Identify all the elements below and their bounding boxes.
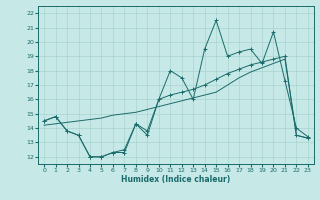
X-axis label: Humidex (Indice chaleur): Humidex (Indice chaleur) (121, 175, 231, 184)
